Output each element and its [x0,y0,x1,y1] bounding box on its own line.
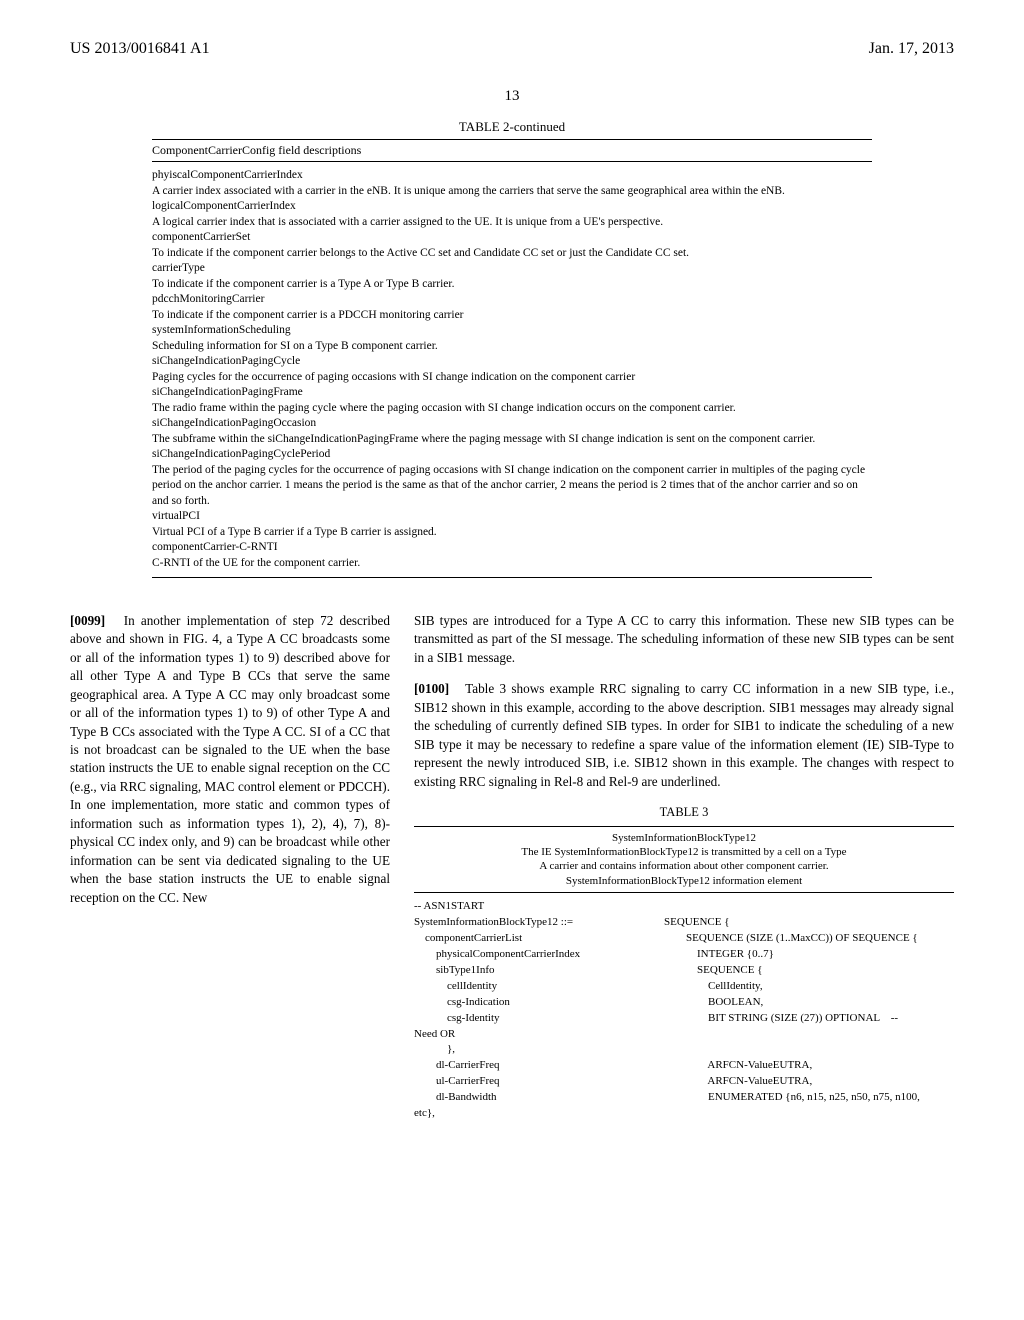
table-2-desc: To indicate if the component carrier bel… [152,246,872,262]
table-2-desc: To indicate if the component carrier is … [152,277,872,293]
table-3-right: ENUMERATED {n6, n15, n25, n50, n75, n100… [664,1090,954,1106]
table-3-left: sibType1Info [414,963,664,979]
publication-date: Jan. 17, 2013 [869,40,954,58]
table-3-sub3: A carrier and contains information about… [414,859,954,873]
table-2-desc: The subframe within the siChangeIndicati… [152,432,872,448]
table-2-term: componentCarrier-C-RNTI [152,540,872,556]
table-3-left: componentCarrierList [414,931,664,947]
para-0100-text: Table 3 shows example RRC signaling to c… [414,681,954,788]
table-3-row: cellIdentity CellIdentity, [414,979,954,995]
table-2-term: carrierType [152,261,872,277]
left-column: [0099] In another implementation of step… [70,598,390,1122]
table-3-right: ARFCN-ValueEUTRA, [664,1074,954,1090]
table-3-right: BIT STRING (SIZE (27)) OPTIONAL -- [664,1011,954,1027]
table-3-left: SystemInformationBlockType12 ::= [414,915,664,931]
table-3-left: csg-Identity [414,1011,664,1027]
table-3-subtitle: SystemInformationBlockType12 The IE Syst… [414,826,954,893]
table-2-desc: The period of the paging cycles for the … [152,463,872,510]
table-2-term: phyiscalComponentCarrierIndex [152,168,872,184]
table-3-right [664,1042,954,1058]
table-3-sub4: SystemInformationBlockType12 information… [414,874,954,888]
table-3-right [664,1027,954,1043]
table-3-row: dl-CarrierFreq ARFCN-ValueEUTRA, [414,1058,954,1074]
table-2-term: logicalComponentCarrierIndex [152,199,872,215]
para-num-0099: [0099] [70,613,105,628]
table-2-term: siChangeIndicationPagingCyclePeriod [152,447,872,463]
table-3-left: Need OR [414,1027,664,1043]
table-2-desc: Scheduling information for SI on a Type … [152,339,872,355]
right-column: SIB types are introduced for a Type A CC… [414,598,954,1122]
table-3-sub2: The IE SystemInformationBlockType12 is t… [414,845,954,859]
page-number: 13 [70,88,954,105]
table-3-right: SEQUENCE (SIZE (1..MaxCC)) OF SEQUENCE { [664,931,954,947]
table-3-right: SEQUENCE { [664,915,954,931]
page-header: US 2013/0016841 A1 Jan. 17, 2013 [70,40,954,58]
table-3-row: etc}, [414,1106,954,1122]
table-3-row: csg-Indication BOOLEAN, [414,995,954,1011]
table-3-right: BOOLEAN, [664,995,954,1011]
table-2-term: siChangeIndicationPagingOccasion [152,416,872,432]
table-3-right: CellIdentity, [664,979,954,995]
table-2-desc: The radio frame within the paging cycle … [152,401,872,417]
table-2-term: siChangeIndicationPagingCycle [152,354,872,370]
table-2-desc: Virtual PCI of a Type B carrier if a Typ… [152,525,872,541]
table-3-right [664,899,954,915]
table-3-row: componentCarrierList SEQUENCE (SIZE (1..… [414,931,954,947]
patent-number: US 2013/0016841 A1 [70,40,210,58]
table-3-row: -- ASN1START [414,899,954,915]
table-3-left: csg-Indication [414,995,664,1011]
para-sib-continuation: SIB types are introduced for a Type A CC… [414,612,954,667]
table-2-term: siChangeIndicationPagingFrame [152,385,872,401]
table-3-body: -- ASN1STARTSystemInformationBlockType12… [414,893,954,1122]
table-2-body: phyiscalComponentCarrierIndexA carrier i… [152,162,872,578]
table-3-row: SystemInformationBlockType12 ::=SEQUENCE… [414,915,954,931]
table-3-row: dl-Bandwidth ENUMERATED {n6, n15, n25, n… [414,1090,954,1106]
table-3-row: csg-Identity BIT STRING (SIZE (27)) OPTI… [414,1011,954,1027]
table-2: TABLE 2-continued ComponentCarrierConfig… [152,119,872,578]
table-2-term: virtualPCI [152,509,872,525]
table-2-desc: A carrier index associated with a carrie… [152,184,872,200]
table-3-right: INTEGER {0..7} [664,947,954,963]
table-2-desc: C-RNTI of the UE for the component carri… [152,556,872,572]
table-2-caption: TABLE 2-continued [152,119,872,135]
table-2-desc: Paging cycles for the occurrence of pagi… [152,370,872,386]
table-3-sub1: SystemInformationBlockType12 [414,831,954,845]
paragraph-0099: [0099] In another implementation of step… [70,612,390,908]
table-3-left: }, [414,1042,664,1058]
table-3-left: dl-Bandwidth [414,1090,664,1106]
table-2-desc: To indicate if the component carrier is … [152,308,872,324]
para-0099-text: In another implementation of step 72 des… [70,613,390,905]
table-3-row: ul-CarrierFreq ARFCN-ValueEUTRA, [414,1074,954,1090]
paragraph-0100: [0100] Table 3 shows example RRC signali… [414,680,954,791]
table-3-left: physicalComponentCarrierIndex [414,947,664,963]
table-3-right: ARFCN-ValueEUTRA, [664,1058,954,1074]
table-2-term: pdcchMonitoringCarrier [152,292,872,308]
para-num-0100: [0100] [414,681,449,696]
table-3-row: Need OR [414,1027,954,1043]
table-3-left: -- ASN1START [414,899,664,915]
table-3-left: etc}, [414,1106,664,1122]
table-2-desc: A logical carrier index that is associat… [152,215,872,231]
table-3-row: }, [414,1042,954,1058]
table-3: TABLE 3 SystemInformationBlockType12 The… [414,804,954,1122]
table-3-right [664,1106,954,1122]
table-3-left: cellIdentity [414,979,664,995]
table-2-title: ComponentCarrierConfig field description… [152,139,872,162]
table-2-term: systemInformationScheduling [152,323,872,339]
table-2-term: componentCarrierSet [152,230,872,246]
table-3-left: ul-CarrierFreq [414,1074,664,1090]
table-3-row: physicalComponentCarrierIndex INTEGER {0… [414,947,954,963]
table-3-caption: TABLE 3 [414,804,954,822]
table-3-left: dl-CarrierFreq [414,1058,664,1074]
table-3-row: sibType1Info SEQUENCE { [414,963,954,979]
table-3-right: SEQUENCE { [664,963,954,979]
body-columns: [0099] In another implementation of step… [70,598,954,1122]
